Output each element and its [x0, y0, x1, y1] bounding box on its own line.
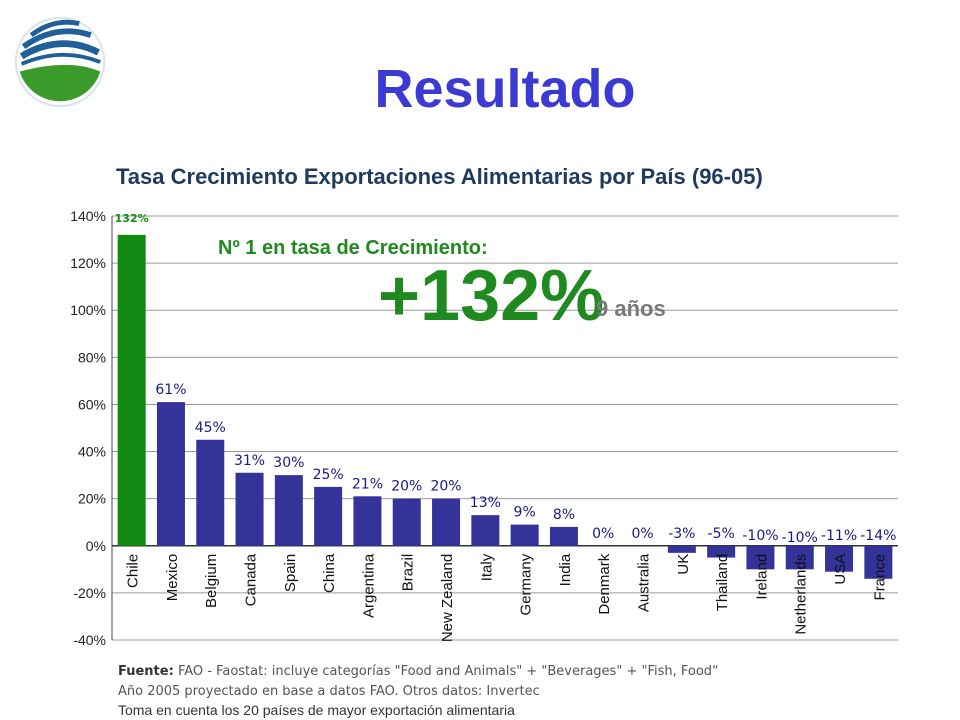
category-label: China	[321, 553, 338, 593]
value-label: 8%	[553, 507, 575, 523]
chart-subtitle: Tasa Crecimiento Exportaciones Alimentar…	[116, 164, 763, 189]
page-title: Resultado	[374, 59, 636, 119]
y-tick-label: -20%	[73, 585, 106, 601]
category-label: USA	[832, 554, 849, 585]
y-tick-label: -40%	[73, 632, 106, 648]
category-label: Ireland	[753, 554, 770, 600]
bar-netherlands	[785, 545, 814, 570]
y-tick-label: 100%	[70, 302, 106, 318]
bar-belgium	[196, 439, 225, 546]
value-label: -5%	[708, 526, 735, 542]
value-label: 132%	[115, 212, 149, 225]
value-label: 21%	[352, 476, 383, 492]
big-value-annotation: +132%	[378, 256, 604, 336]
y-tick-label: 40%	[78, 444, 106, 460]
category-label: India	[557, 553, 574, 586]
rank-annotation: Nº 1 en tasa de Crecimiento:	[218, 237, 488, 259]
category-label: Chile	[125, 554, 142, 588]
value-label: -10%	[782, 530, 818, 546]
value-label: -11%	[821, 528, 857, 544]
y-tick-label: 0%	[86, 538, 106, 554]
y-tick-label: 120%	[70, 255, 106, 271]
category-label: Denmark	[596, 553, 613, 614]
bar-thailand	[707, 545, 736, 558]
value-label: 25%	[313, 467, 344, 483]
value-label: 9%	[514, 505, 536, 521]
category-label: Germany	[518, 553, 535, 615]
category-label: Mexico	[164, 554, 181, 602]
footer-source: Fuente: FAO - Faostat: incluye categoría…	[118, 664, 719, 679]
bar-india	[549, 526, 578, 546]
bar-argentina	[353, 496, 382, 546]
category-label: Argentina	[360, 553, 377, 618]
bar-france	[864, 545, 893, 579]
period-annotation: 9 años	[596, 296, 666, 321]
source-text: FAO - Faostat: incluye categorías "Food …	[177, 664, 719, 679]
category-label: Italy	[478, 553, 495, 581]
footer-line-3: Toma en cuenta los 20 países de mayor ex…	[118, 702, 515, 718]
y-tick-label: 20%	[78, 491, 106, 507]
category-label: New Zealand	[439, 554, 456, 642]
bar-spain	[274, 475, 303, 546]
category-label: Australia	[636, 553, 653, 612]
value-label: 31%	[234, 453, 265, 469]
bar-chile	[117, 234, 146, 546]
category-label: UK	[675, 554, 692, 575]
bar-italy	[471, 515, 500, 546]
bar-brazil	[392, 498, 421, 546]
source-label: Fuente:	[118, 664, 174, 679]
y-tick-label: 80%	[78, 349, 106, 365]
y-tick-label: 140%	[70, 208, 106, 224]
bar-usa	[825, 545, 854, 572]
bar-germany	[510, 524, 539, 546]
value-label: 45%	[195, 420, 226, 436]
category-label: France	[871, 554, 888, 601]
category-label: Brazil	[400, 554, 417, 592]
value-label: -10%	[742, 528, 778, 544]
bar-chart: -40% -20% 0% 20% 40% 60% 80% 100% 120% 140% 132% C…	[70, 208, 898, 648]
value-label: 0%	[631, 526, 653, 542]
category-label: Belgium	[203, 554, 220, 608]
bar-uk	[667, 545, 696, 553]
category-label: Canada	[243, 553, 260, 606]
value-label: 0%	[592, 526, 614, 542]
value-label: 30%	[273, 455, 304, 471]
bar-mexico	[156, 402, 185, 546]
value-label: 13%	[470, 495, 501, 511]
value-label: 20%	[391, 479, 422, 495]
bar-new-zealand	[432, 498, 461, 546]
footer-line-2: Año 2005 proyectado en base a datos FAO.…	[118, 684, 540, 699]
y-tick-label: 60%	[78, 396, 106, 412]
bar-ireland	[746, 545, 775, 570]
value-label: 61%	[155, 382, 186, 398]
bar-china	[314, 486, 343, 546]
category-label: Netherlands	[793, 554, 810, 635]
category-label: Spain	[282, 554, 299, 592]
bar-canada	[235, 472, 264, 546]
value-label: 20%	[430, 479, 461, 495]
value-label: -14%	[860, 528, 896, 544]
value-label: -3%	[668, 526, 695, 542]
category-label: Thailand	[714, 554, 731, 612]
company-logo	[14, 16, 106, 108]
